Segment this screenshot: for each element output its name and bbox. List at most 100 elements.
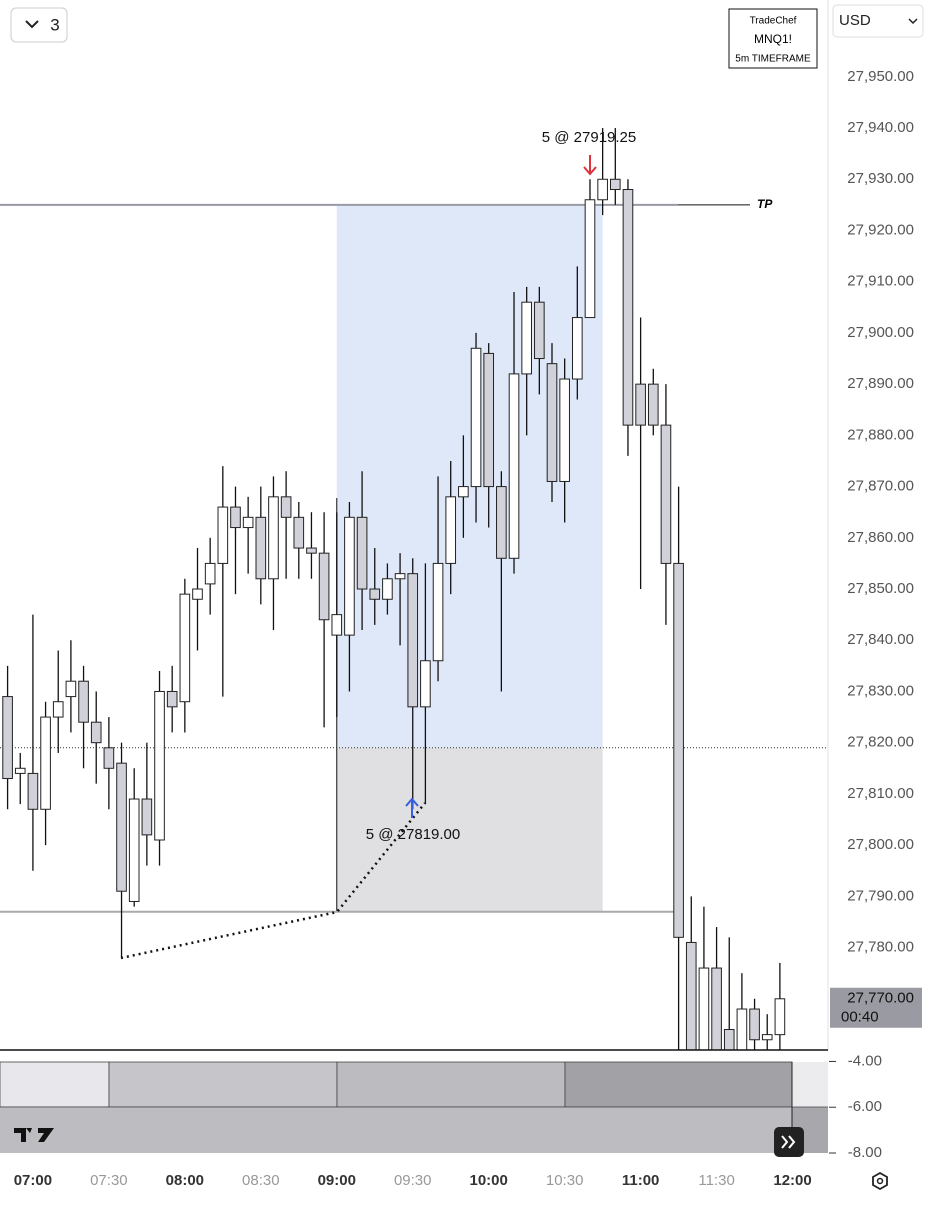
indicator-pane <box>0 1061 828 1153</box>
candle-body <box>356 516 368 590</box>
y-tick-label: 27,840.00 <box>847 631 914 648</box>
candle-body <box>65 680 77 698</box>
trade-path <box>120 802 426 960</box>
layout-button[interactable]: 3 <box>10 7 68 43</box>
candle-body <box>128 798 140 902</box>
candle-body <box>711 967 722 1050</box>
candle-body <box>116 762 127 892</box>
candle-body <box>40 716 51 810</box>
candle-body <box>483 352 495 488</box>
candle-body <box>521 301 532 375</box>
y-tick-label: 27,810.00 <box>847 785 914 802</box>
candle-body <box>2 696 13 780</box>
y-tick-label: 27,820.00 <box>847 734 914 751</box>
band <box>0 1107 792 1153</box>
x-tick-label: 07:30 <box>90 1172 128 1189</box>
candle-body <box>508 373 520 559</box>
candle-body <box>496 486 507 559</box>
y-tick-label: 27,850.00 <box>847 580 914 597</box>
currency: USD <box>839 12 871 29</box>
candle-body <box>685 941 697 1050</box>
tv-logo <box>14 1128 54 1142</box>
candle-body <box>141 798 153 836</box>
candle-body <box>230 506 241 529</box>
x-tick-label: 07:00 <box>14 1172 52 1189</box>
target-zone <box>336 204 603 748</box>
candle-body <box>736 1008 748 1050</box>
stop-zone <box>336 747 603 912</box>
candle-body <box>660 424 672 564</box>
scroll-button[interactable] <box>774 1127 804 1157</box>
plot-area: TP 5 @ 27919.25 5 @ 27819.00 <box>0 128 828 1050</box>
candle-body <box>622 189 634 426</box>
band <box>564 1061 793 1108</box>
trade-label: 5 @ 27819.00 <box>366 826 460 843</box>
candle-body <box>546 363 558 482</box>
candle-body <box>698 967 710 1050</box>
x-tick-label: 11:30 <box>698 1172 734 1189</box>
x-tick-label: 10:30 <box>546 1172 584 1189</box>
candle-body <box>749 1008 760 1041</box>
candle-body <box>306 547 317 554</box>
candle-body <box>14 767 26 774</box>
indicator-tick-label: -4.00 <box>848 1052 882 1069</box>
y-tick-label: 27,790.00 <box>847 887 914 904</box>
candle-body <box>204 562 216 585</box>
y-tick-label: 27,950.00 <box>847 68 914 85</box>
sell-arrow <box>583 155 597 176</box>
y-tick-label: 27,940.00 <box>847 119 914 136</box>
candle-body <box>445 496 457 564</box>
candle-body <box>344 516 355 636</box>
candle-body <box>470 347 482 488</box>
candle-body <box>331 614 343 636</box>
countdown: 00:40 <box>841 1009 879 1026</box>
info-line: TradeChef <box>750 16 797 27</box>
tp-label: TP <box>757 197 773 211</box>
candle-body <box>179 593 191 703</box>
candle-body <box>27 772 39 810</box>
y-tick-label: 27,880.00 <box>847 426 914 443</box>
x-tick-label: 09:30 <box>394 1172 432 1189</box>
candle-body <box>407 573 419 708</box>
candle-body <box>761 1034 773 1041</box>
y-tick-label: 27,780.00 <box>847 939 914 956</box>
candle-body <box>534 301 545 360</box>
candle-body <box>217 506 229 564</box>
candle-body <box>572 317 583 380</box>
info-box: TradeChef MNQ1! 5m TIMEFRAME <box>728 8 818 69</box>
candle-body <box>103 747 115 769</box>
x-tick-label: 09:00 <box>318 1172 356 1189</box>
last-price: 27,770.00 <box>847 990 914 1007</box>
candle-body <box>420 660 431 708</box>
candle-body <box>293 516 305 549</box>
y-tick-label: 27,910.00 <box>847 273 914 290</box>
candle-body <box>382 578 393 600</box>
candle-body <box>723 1029 735 1050</box>
band <box>336 1061 566 1108</box>
y-tick-label: 27,860.00 <box>847 529 914 546</box>
candle-body <box>52 701 64 718</box>
y-tick-label: 27,830.00 <box>847 682 914 699</box>
currency-select[interactable]: USD <box>832 4 924 38</box>
candle-body <box>78 680 89 723</box>
candle-body <box>90 721 102 744</box>
candle-body <box>458 486 469 498</box>
x-tick-label: 08:30 <box>242 1172 280 1189</box>
candle-body <box>673 562 684 938</box>
candle-body <box>318 552 330 621</box>
x-tick-label: 11:00 <box>622 1172 660 1189</box>
y-tick-label: 27,870.00 <box>847 478 914 495</box>
y-tick-label: 27,800.00 <box>847 836 914 853</box>
candle-body <box>609 178 621 191</box>
y-tick-label: 27,930.00 <box>847 170 914 187</box>
candle-body <box>774 998 786 1036</box>
settings-icon[interactable] <box>872 1171 888 1191</box>
y-tick-label: 27,900.00 <box>847 324 914 341</box>
indicator-tick-label: -8.00 <box>848 1144 882 1161</box>
candle-body <box>647 383 659 426</box>
candle-body <box>268 496 279 580</box>
candle-body <box>394 573 406 580</box>
y-tick-label: 27,920.00 <box>847 221 914 238</box>
last-price-badge <box>830 987 922 1028</box>
